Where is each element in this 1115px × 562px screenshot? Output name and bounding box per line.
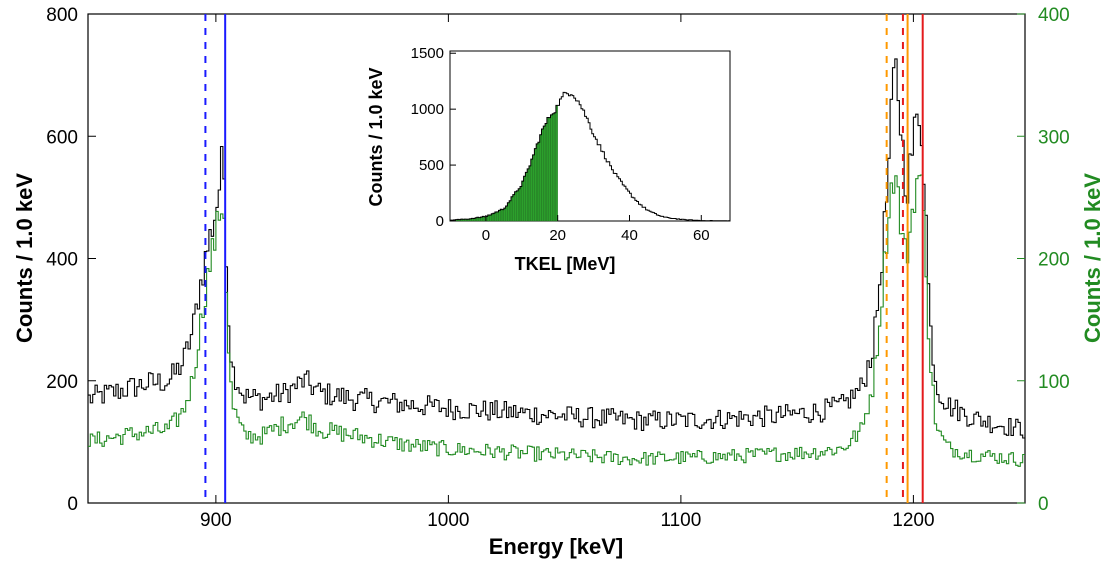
inset-x-tick-label: 0	[482, 227, 490, 244]
inset-bar	[518, 188, 521, 222]
inset-bar	[534, 148, 537, 222]
inset-bar	[478, 217, 481, 222]
inset-y-axis-title: Counts / 1.0 keV	[366, 67, 386, 206]
inset-bar	[550, 114, 553, 222]
inset-bar	[536, 143, 539, 222]
y-left-tick-label: 600	[46, 127, 78, 148]
x-tick-label: 900	[200, 510, 232, 531]
inset-y-tick-label: 500	[419, 157, 444, 174]
inset-x-tick-label: 20	[549, 227, 566, 244]
x-tick-label: 1100	[660, 510, 701, 531]
x-axis-title: Energy [keV]	[489, 534, 624, 559]
inset-bar	[514, 191, 517, 222]
y-left-tick-label: 400	[46, 250, 78, 271]
green-spectrum-line	[88, 174, 1025, 467]
inset-bar	[527, 168, 530, 222]
y-left-tick-label: 0	[67, 494, 78, 515]
y-right-tick-label: 300	[1038, 127, 1070, 148]
inset-bar	[539, 134, 542, 222]
inset-bar	[516, 190, 519, 222]
inset-x-tick-label: 60	[693, 227, 710, 244]
inset-bar	[532, 154, 535, 222]
inset-bar	[509, 200, 512, 222]
inset-plot: 0 20 40 60 0 500 1000 1500 TKEL [MeV] Counts / …	[366, 45, 731, 274]
inset-ticks: 0 20 40 60 0 500 1000 1500	[411, 45, 710, 244]
inset-bar	[521, 180, 524, 222]
y-right-tick-label: 0	[1038, 494, 1049, 515]
main-plot-marks	[88, 58, 1025, 467]
inset-bar	[530, 158, 533, 222]
inset-frame	[449, 50, 731, 222]
inset-bar	[519, 186, 522, 222]
y-left-tick-label: 200	[46, 372, 78, 393]
inset-y-tick-label: 0	[436, 213, 444, 230]
inset-bar	[523, 176, 526, 222]
y-right-axis-title: Counts / 1.0 keV	[1080, 173, 1105, 343]
y-left-axis-title: Counts / 1.0 keV	[12, 173, 37, 343]
x-axis-ticks: 900 1000 1100 1200	[200, 14, 935, 531]
energy-markers	[204, 14, 924, 503]
y-right-tick-label: 100	[1038, 372, 1070, 393]
inset-bar	[548, 117, 551, 222]
inset-bar	[492, 213, 496, 222]
inset-bar	[496, 211, 499, 222]
inset-bar	[537, 142, 540, 222]
inset-bar	[525, 172, 528, 222]
inset-bar	[552, 113, 555, 222]
inset-bar	[501, 209, 504, 222]
inset-y-tick-label: 1000	[411, 101, 444, 118]
x-tick-label: 1000	[427, 510, 469, 531]
y-left-axis-ticks: 0 200 400 600 800	[46, 5, 96, 515]
black-spectrum-line	[88, 58, 1025, 439]
inset-y-tick-label: 1500	[411, 45, 444, 62]
inset-x-axis-title: TKEL [MeV]	[515, 254, 616, 274]
y-right-tick-label: 200	[1038, 250, 1070, 271]
y-left-tick-label: 800	[46, 5, 78, 26]
y-right-axis-ticks: 0 100 200 300 400	[1017, 5, 1070, 515]
inset-bar	[553, 112, 557, 222]
inset-bar	[489, 214, 492, 222]
inset-histogram-line	[450, 91, 730, 222]
inset-bar	[544, 123, 548, 222]
x-tick-label: 1200	[892, 510, 934, 531]
inset-marks	[449, 91, 730, 222]
inset-bar	[500, 209, 503, 222]
inset-bar	[543, 125, 546, 222]
y-right-tick-label: 400	[1038, 5, 1070, 26]
inset-x-tick-label: 40	[621, 227, 638, 244]
inset-bar	[546, 117, 549, 222]
inset-bar	[512, 194, 515, 222]
inset-bar	[528, 165, 531, 222]
inset-bar	[541, 128, 544, 222]
inset-bar	[555, 105, 558, 222]
